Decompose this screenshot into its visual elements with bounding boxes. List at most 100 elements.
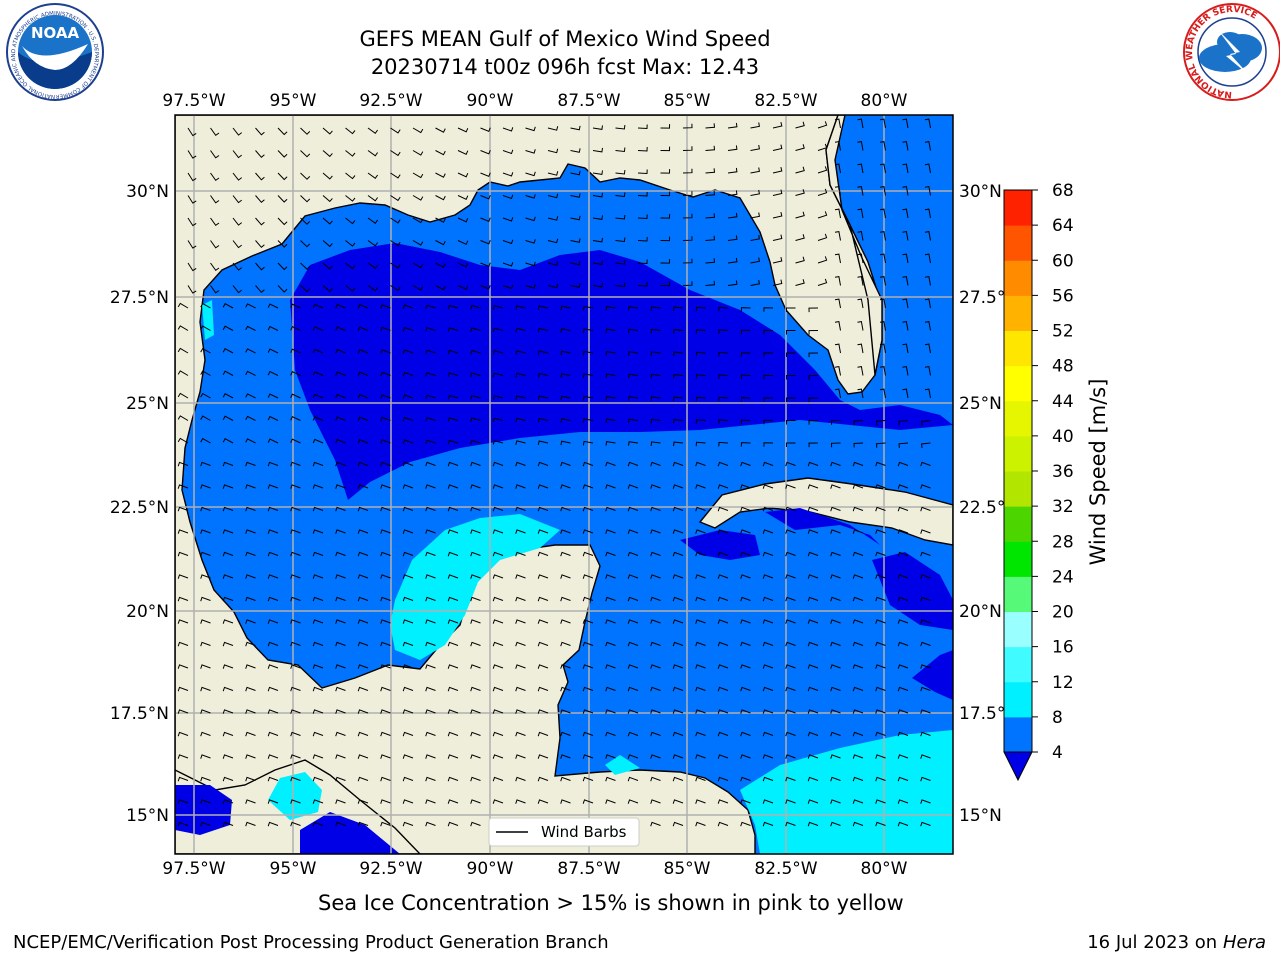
wind-barb — [582, 484, 594, 489]
wind-barb — [492, 754, 504, 759]
wind-barb — [902, 343, 909, 354]
wind-barb — [335, 529, 346, 534]
wind-barb — [582, 529, 594, 534]
wind-barb — [920, 506, 931, 512]
wind-barb — [682, 191, 693, 196]
wind-barb — [924, 321, 931, 331]
wind-barb — [924, 343, 931, 354]
wind-barb — [222, 461, 234, 467]
wind-barb — [547, 126, 559, 131]
wind-barb — [222, 325, 234, 331]
wind-barb — [492, 484, 504, 489]
wind-barb — [695, 484, 706, 489]
wind-barb — [627, 686, 639, 692]
wind-barb — [762, 596, 774, 602]
wind-barb — [834, 276, 841, 286]
wind-barb — [772, 279, 783, 286]
wind-barb — [627, 731, 639, 737]
wind-barb — [200, 415, 211, 421]
wind-barb — [357, 484, 369, 489]
wind-barb — [924, 118, 931, 129]
wind-barb — [492, 686, 504, 692]
wind-barb — [222, 551, 234, 557]
wind-barb — [177, 392, 189, 399]
wind-barb — [673, 329, 684, 334]
wind-barb — [628, 306, 639, 311]
wind-barb — [637, 214, 648, 220]
wind-barb — [312, 326, 324, 331]
wind-barb — [447, 799, 459, 804]
lon-label: 82.5°W — [754, 859, 817, 879]
wind-barb — [830, 686, 841, 692]
footer-host: Hera — [1222, 932, 1266, 953]
lat-label: 25°N — [959, 394, 1002, 414]
wind-barb — [425, 596, 436, 602]
wind-barb — [650, 373, 661, 379]
wind-barb — [412, 217, 424, 224]
wind-barb — [605, 373, 616, 379]
wind-barb — [660, 191, 671, 197]
wind-barb — [672, 506, 684, 512]
wind-barb — [924, 141, 931, 151]
wind-barb — [875, 754, 886, 759]
wind-barb — [412, 285, 424, 291]
wind-barb — [727, 122, 738, 129]
wind-barb — [537, 350, 549, 356]
wind-barb — [605, 731, 616, 737]
lon-label: 85°W — [664, 859, 711, 879]
wind-barb — [222, 799, 234, 804]
wind-barb — [921, 442, 931, 449]
wind-barb — [705, 123, 716, 129]
wind-barb — [425, 304, 436, 310]
wind-barb — [627, 619, 639, 624]
wind-barb — [807, 596, 819, 602]
wind-barb — [402, 304, 414, 309]
wind-barb — [920, 664, 931, 669]
wind-barb — [547, 216, 559, 221]
wind-barb — [857, 208, 864, 219]
wind-barb — [637, 236, 648, 242]
wind-barb — [660, 146, 671, 152]
wind-barb — [740, 709, 751, 714]
lon-label: 95°W — [270, 91, 317, 111]
wind-barb — [492, 799, 504, 804]
wind-barb — [762, 484, 774, 489]
wind-barb — [402, 686, 414, 692]
wind-barb — [672, 551, 684, 557]
wind-barb — [312, 641, 324, 647]
colorbar-tick-label: 8 — [1052, 708, 1063, 728]
wind-barb — [345, 127, 356, 135]
wind-barb — [695, 396, 706, 402]
wind-barb — [705, 258, 716, 264]
wind-barb — [515, 372, 526, 378]
wind-barb — [650, 664, 661, 669]
wind-barb — [187, 150, 197, 159]
wind-barb — [290, 776, 301, 782]
wind-barb — [762, 686, 774, 692]
colorbar-segment — [1004, 295, 1032, 331]
wind-barb — [402, 574, 414, 579]
wind-barb — [920, 686, 931, 692]
wind-barb — [750, 279, 760, 286]
wind-barb — [210, 150, 220, 159]
wind-barb — [857, 118, 864, 129]
wind-barb — [447, 439, 459, 445]
wind-barb — [717, 641, 729, 647]
wind-barb — [627, 799, 639, 804]
wind-barb — [515, 596, 526, 602]
map-legend: Wind Barbs — [488, 817, 640, 847]
wind-barb — [457, 150, 469, 155]
wind-barb — [177, 664, 189, 669]
wind-barb — [582, 506, 594, 512]
wind-barb — [875, 574, 886, 579]
colorbar-extend-arrow — [1003, 751, 1033, 782]
wind-barb — [492, 574, 504, 579]
wind-barb — [857, 141, 864, 151]
wind-barb — [830, 461, 841, 467]
wind-barb — [222, 686, 234, 692]
wind-barb — [807, 529, 819, 534]
wind-barb — [402, 664, 414, 669]
wind-barb — [879, 253, 886, 264]
colorbar-tick-label: 32 — [1052, 497, 1074, 517]
wind-barb — [717, 686, 729, 692]
